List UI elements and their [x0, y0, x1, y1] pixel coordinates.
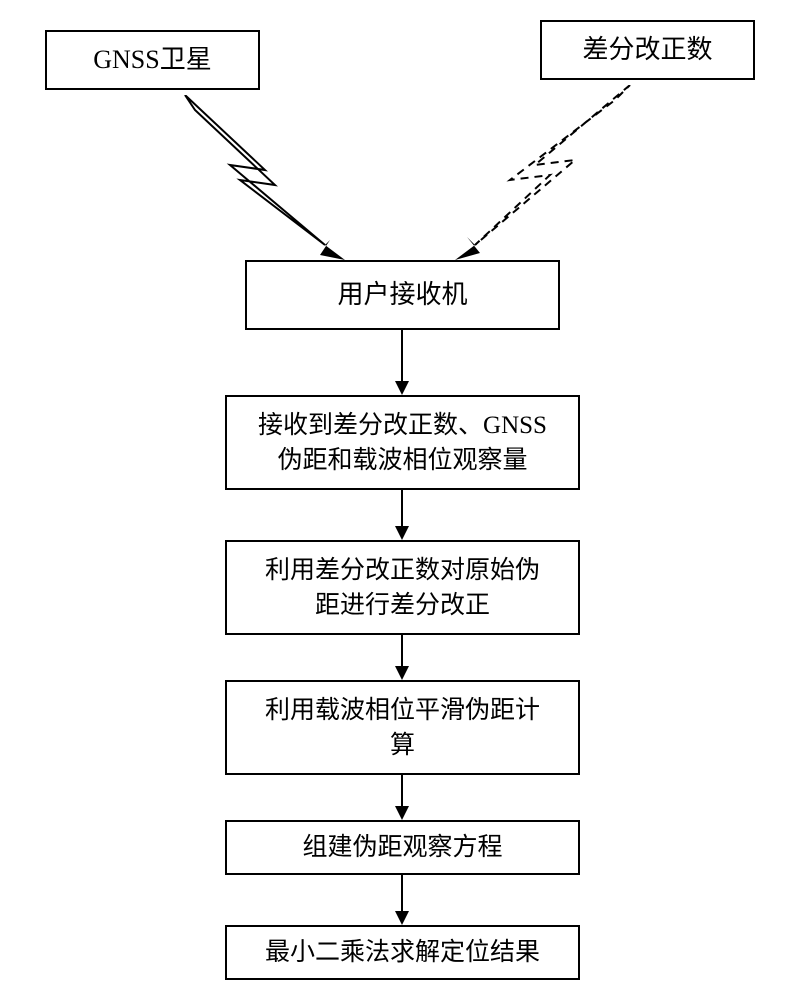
node-user-receiver: 用户接收机 — [245, 260, 560, 330]
lightning-right-icon — [435, 85, 645, 260]
label: GNSS卫星 — [93, 42, 211, 78]
label: 利用差分改正数对原始伪 距进行差分改正 — [265, 553, 540, 623]
lightning-left-icon — [170, 95, 360, 260]
label: 组建伪距观察方程 — [302, 830, 502, 865]
node-build-equation: 组建伪距观察方程 — [225, 820, 580, 875]
node-least-squares: 最小二乘法求解定位结果 — [225, 925, 580, 980]
node-differential-correction: 差分改正数 — [540, 20, 755, 80]
label: 最小二乘法求解定位结果 — [265, 935, 540, 970]
node-receive-observations: 接收到差分改正数、GNSS 伪距和载波相位观察量 — [225, 395, 580, 490]
node-gnss-satellite: GNSS卫星 — [45, 30, 260, 90]
label: 接收到差分改正数、GNSS 伪距和载波相位观察量 — [258, 408, 547, 478]
label: 用户接收机 — [337, 277, 467, 313]
node-carrier-smoothing: 利用载波相位平滑伪距计 算 — [225, 680, 580, 775]
node-differential-apply: 利用差分改正数对原始伪 距进行差分改正 — [225, 540, 580, 635]
label: 差分改正数 — [582, 32, 712, 68]
label: 利用载波相位平滑伪距计 算 — [265, 693, 540, 763]
